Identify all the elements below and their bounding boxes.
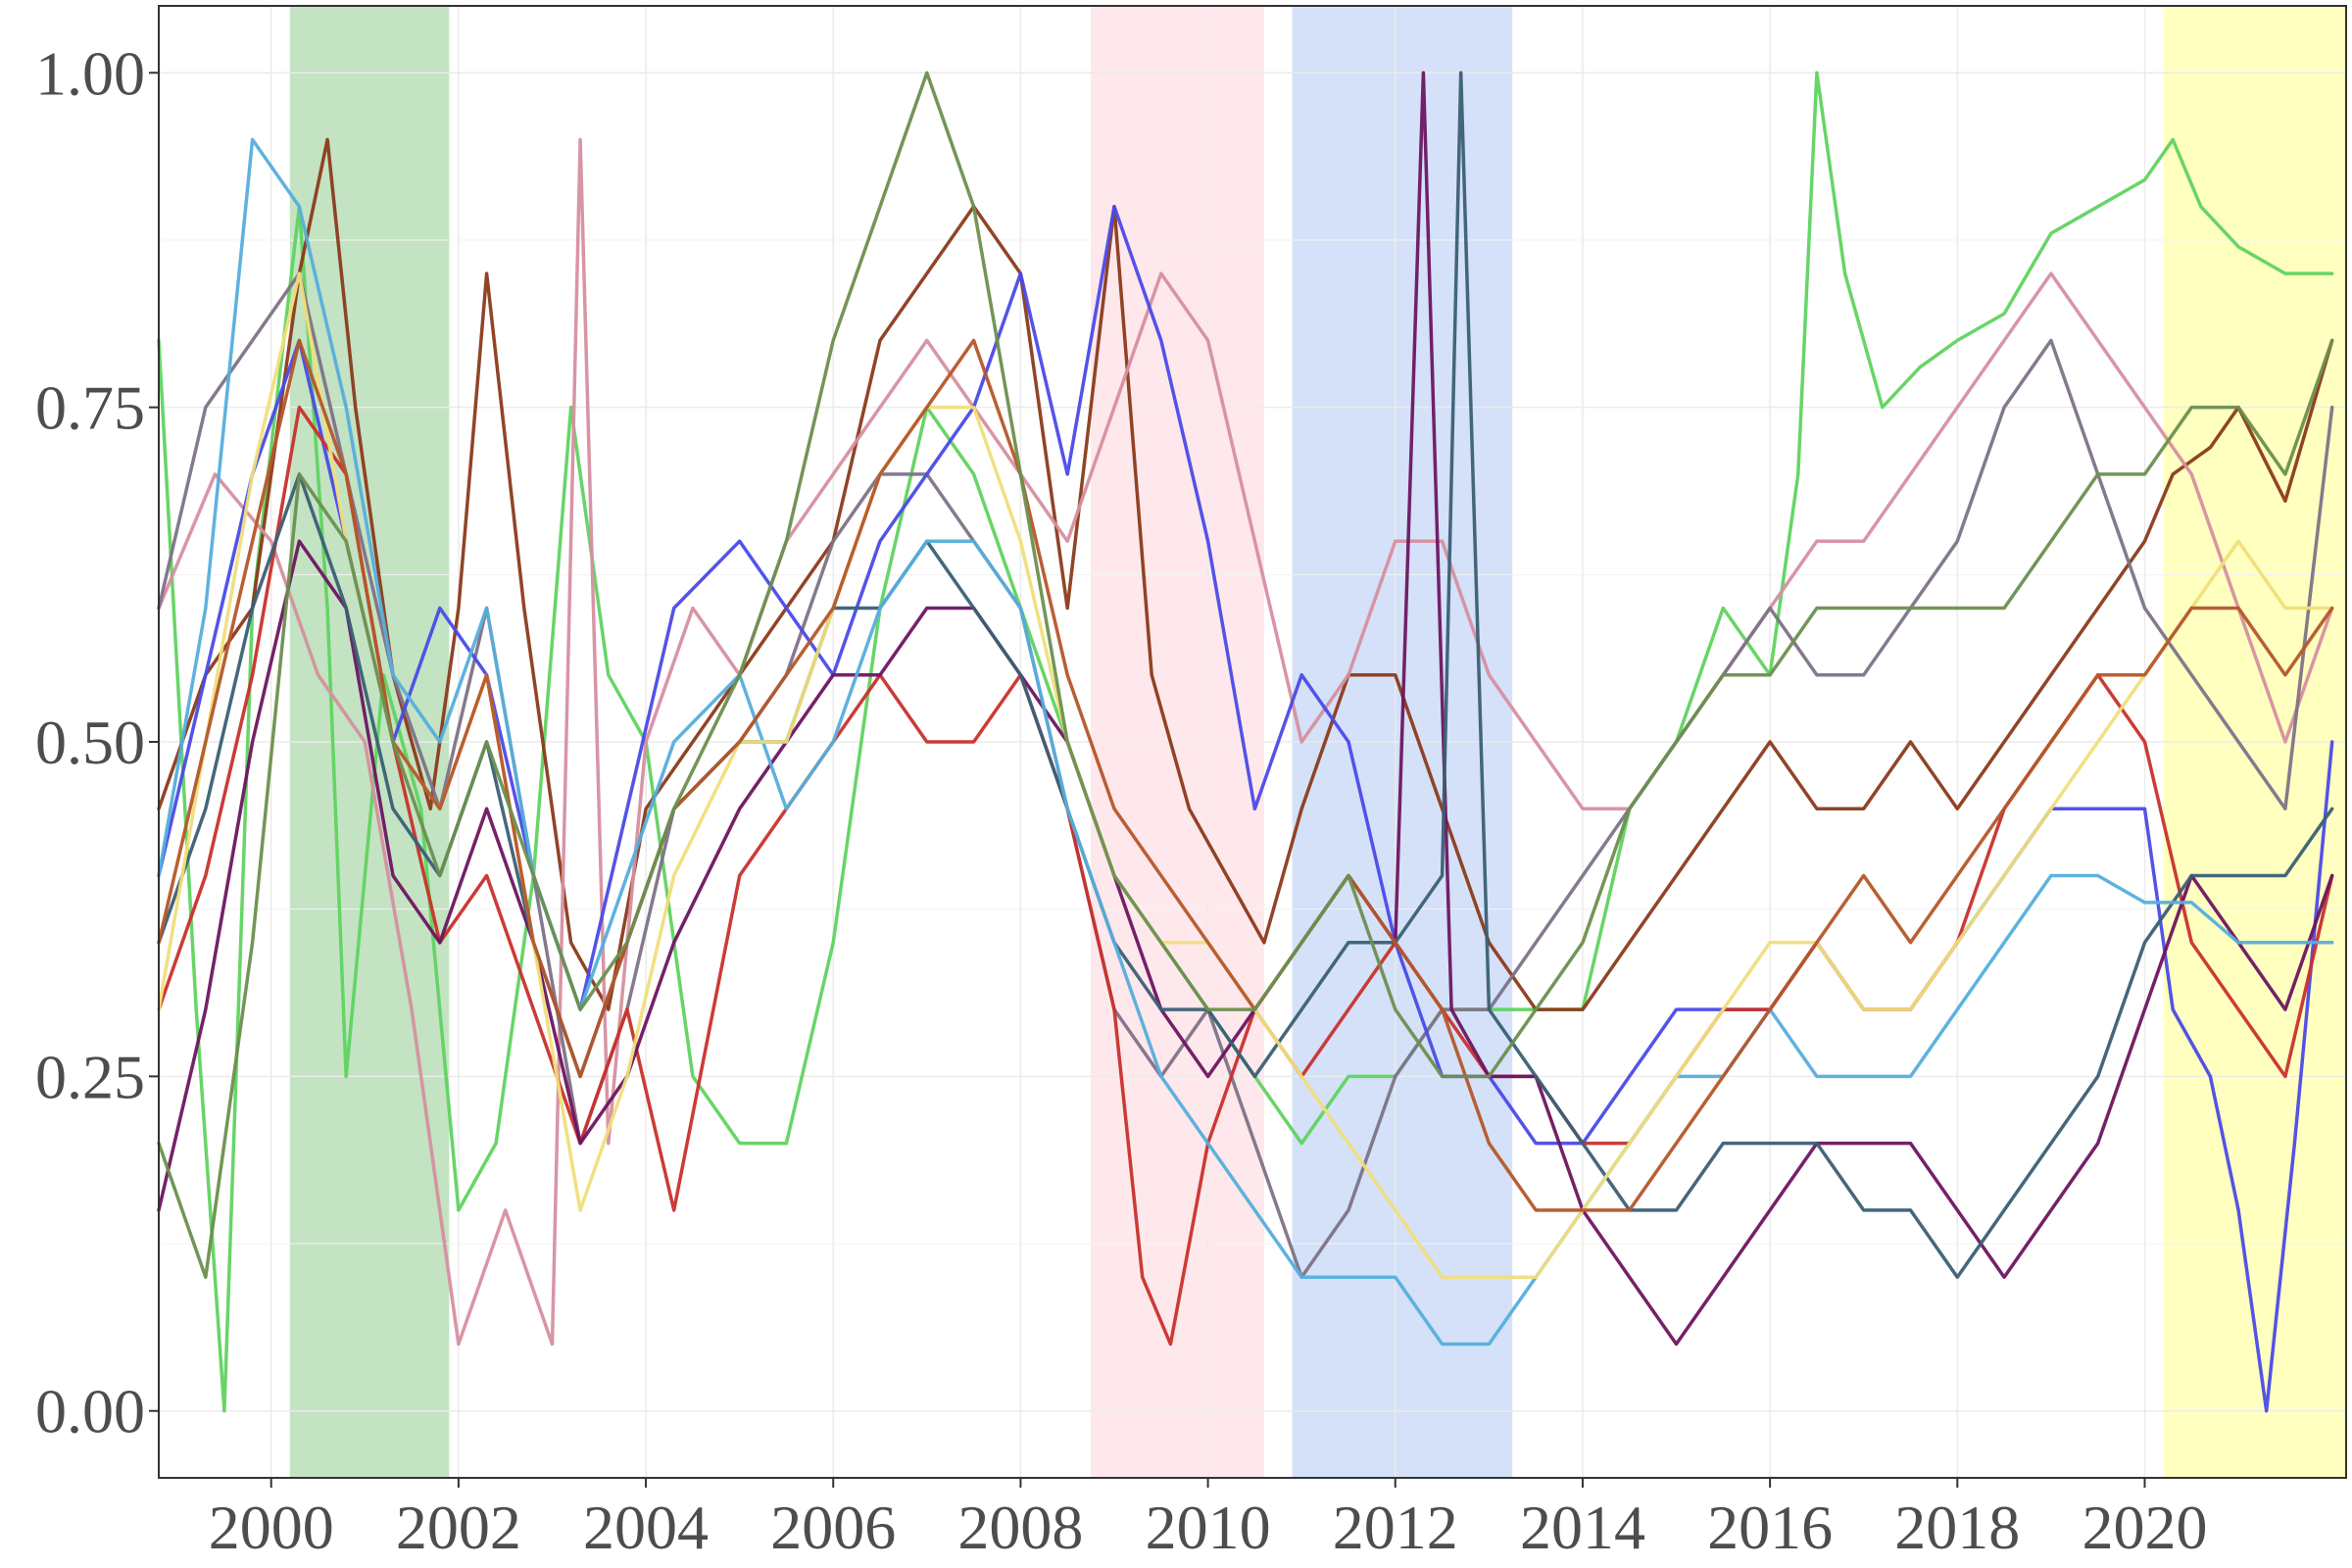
x-tick-label: 2012 bbox=[1333, 1493, 1458, 1562]
y-tick-label: 1.00 bbox=[35, 38, 145, 108]
x-tick-label: 2004 bbox=[583, 1493, 709, 1562]
series-line-2 bbox=[157, 137, 2334, 1011]
series-lines bbox=[157, 71, 2334, 1413]
y-tick-label: 0.00 bbox=[35, 1377, 145, 1446]
x-tick-label: 2010 bbox=[1146, 1493, 1271, 1562]
x-axis: 2000 2002 2004 2006 2008 2010 2012 2014 2016 2018… bbox=[209, 1478, 2207, 1562]
y-tick-label: 0.75 bbox=[35, 373, 145, 443]
y-tick-label: 0.50 bbox=[35, 708, 145, 777]
x-tick-label: 2018 bbox=[1894, 1493, 2020, 1562]
x-tick-label: 2002 bbox=[396, 1493, 521, 1562]
x-tick-label: 2016 bbox=[1707, 1493, 1833, 1562]
x-tick-label: 2014 bbox=[1520, 1493, 1645, 1562]
series-line-9 bbox=[157, 137, 2334, 1347]
y-tick-label: 0.25 bbox=[35, 1042, 145, 1111]
series-line-6 bbox=[157, 405, 2334, 1347]
y-axis: 0.00 0.25 0.50 0.75 1.00 bbox=[35, 38, 159, 1446]
series-line-3 bbox=[157, 137, 2334, 1347]
series-line-12 bbox=[157, 71, 2334, 1279]
x-tick-label: 2008 bbox=[957, 1493, 1083, 1562]
x-tick-label: 2000 bbox=[209, 1493, 334, 1562]
x-tick-label: 2006 bbox=[770, 1493, 896, 1562]
x-tick-label: 2020 bbox=[2082, 1493, 2207, 1562]
